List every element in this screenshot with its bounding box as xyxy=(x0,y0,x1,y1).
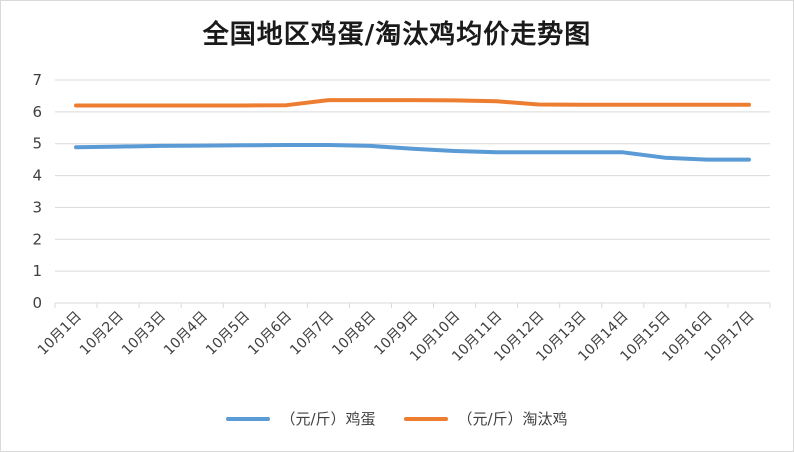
y-tick-label: 2 xyxy=(32,230,42,248)
x-tick-label: 10月5日 xyxy=(203,309,253,359)
legend-swatch-hen xyxy=(403,416,448,421)
legend-item-hen: （元/斤）淘汰鸡 xyxy=(403,408,568,429)
y-tick-label: 3 xyxy=(32,198,42,216)
legend-item-egg: （元/斤）鸡蛋 xyxy=(226,408,376,429)
series-line-egg xyxy=(74,143,751,162)
legend-label-egg: （元/斤）鸡蛋 xyxy=(280,410,376,428)
x-tick-label: 10月1日 xyxy=(35,309,85,359)
y-axis-ticks: 0 1 2 3 4 5 6 7 xyxy=(32,71,42,312)
x-tick-label: 10月7日 xyxy=(287,309,337,359)
y-tick-label: 6 xyxy=(32,103,42,121)
y-tick-label: 4 xyxy=(32,167,42,185)
x-tick-label: 10月4日 xyxy=(161,309,211,359)
x-tick-label: 10月6日 xyxy=(245,309,295,359)
series-line-hen xyxy=(74,98,751,108)
x-tick-label: 10月2日 xyxy=(77,309,127,359)
chart-title: 全国地区鸡蛋/淘汰鸡均价走势图 xyxy=(202,20,592,50)
y-tick-label: 5 xyxy=(32,135,42,153)
gridlines xyxy=(55,79,770,304)
x-tick-label: 10月3日 xyxy=(119,309,169,359)
x-tick-label: 10月8日 xyxy=(329,309,379,359)
y-tick-label: 1 xyxy=(32,262,42,280)
x-axis-ticks: 10月1日10月2日10月3日10月4日10月5日10月6日10月7日10月8日… xyxy=(35,303,771,365)
legend-swatch-egg xyxy=(226,416,271,421)
legend-label-hen: （元/斤）淘汰鸡 xyxy=(457,410,568,428)
y-tick-label: 0 xyxy=(32,294,42,312)
series-lines xyxy=(74,98,751,162)
chart-legend: （元/斤）鸡蛋 （元/斤）淘汰鸡 xyxy=(0,408,794,429)
y-tick-label: 7 xyxy=(32,71,42,89)
